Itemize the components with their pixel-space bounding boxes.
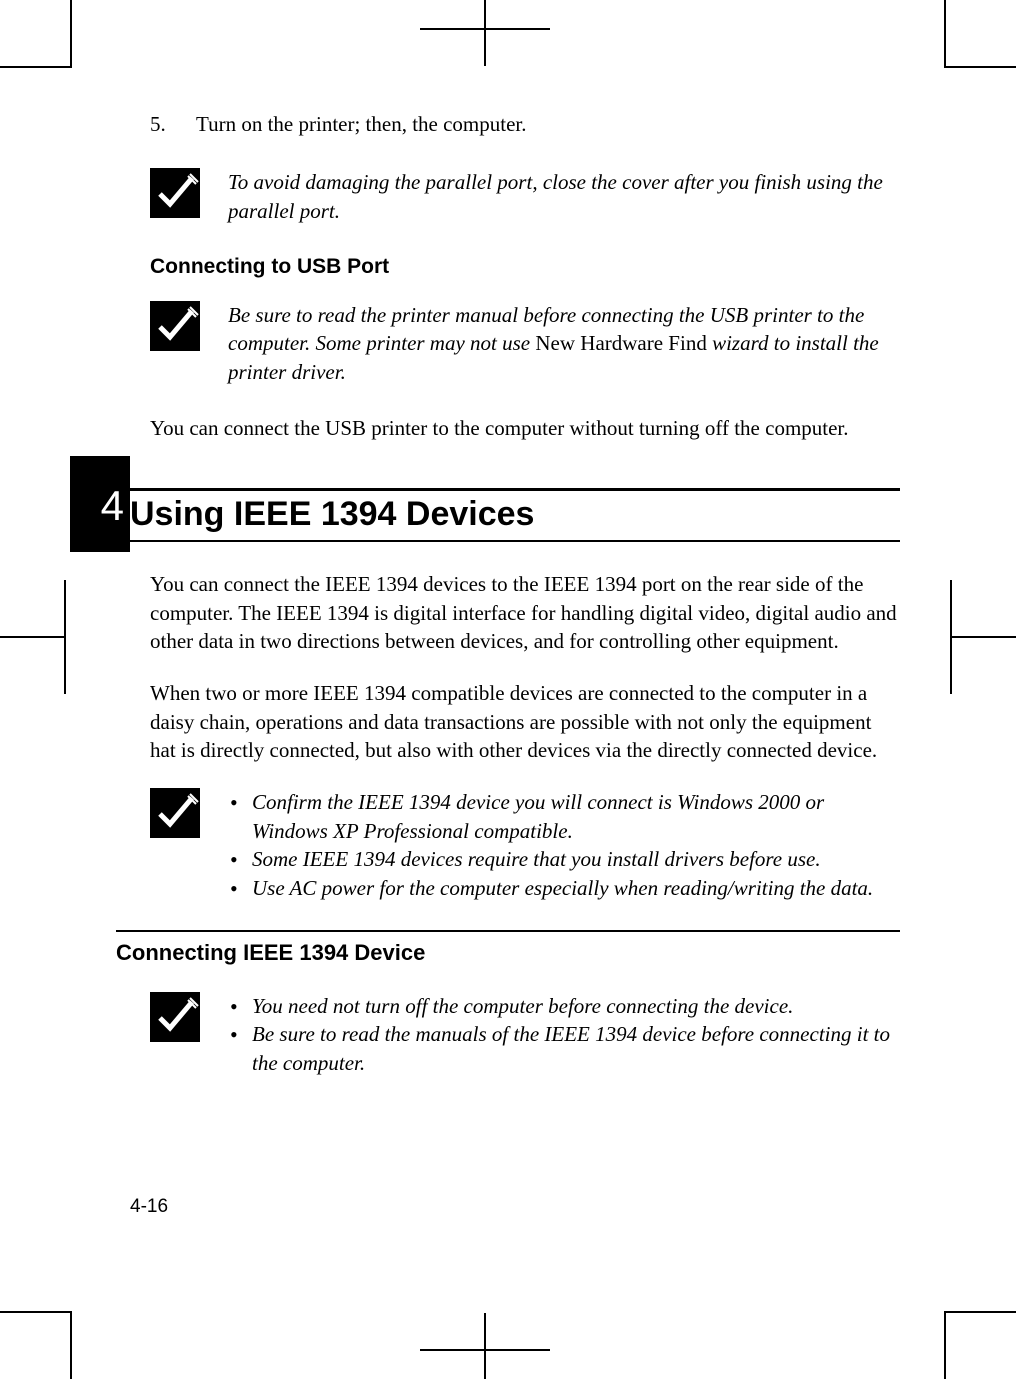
note-ieee-requirements: Confirm the IEEE 1394 device you will co… xyxy=(150,788,900,901)
note-roman: New Hardware Find xyxy=(535,331,706,355)
section-rule xyxy=(130,488,900,495)
step-text: Turn on the printer; then, the computer. xyxy=(196,110,900,138)
section-title: Using IEEE 1394 Devices xyxy=(130,495,900,542)
note-usb-printer: Be sure to read the printer manual befor… xyxy=(150,301,900,386)
note-text: Be sure to read the printer manual befor… xyxy=(228,301,900,386)
ieee-paragraph-2: When two or more IEEE 1394 compatible de… xyxy=(150,679,900,764)
subheading-usb: Connecting to USB Port xyxy=(150,255,900,279)
note-ieee-connect: You need not turn off the computer befor… xyxy=(150,992,900,1077)
checkmark-icon xyxy=(150,168,200,218)
usb-body-text: You can connect the USB printer to the c… xyxy=(150,414,900,442)
list-item: You need not turn off the computer befor… xyxy=(228,992,900,1020)
note-text: To avoid damaging the parallel port, clo… xyxy=(228,168,900,225)
step-row: 5. Turn on the printer; then, the comput… xyxy=(150,110,900,138)
chapter-number: 4 xyxy=(101,482,124,530)
checkmark-icon xyxy=(150,992,200,1042)
list-item: Confirm the IEEE 1394 device you will co… xyxy=(228,788,900,845)
page-number: 4-16 xyxy=(130,1196,168,1218)
list-item: Use AC power for the computer especially… xyxy=(228,874,900,902)
checkmark-icon xyxy=(150,788,200,838)
note-parallel-port: To avoid damaging the parallel port, clo… xyxy=(150,168,900,225)
list-item: Be sure to read the manuals of the IEEE … xyxy=(228,1020,900,1077)
subheading-rule xyxy=(116,930,900,932)
page-content: 5. Turn on the printer; then, the comput… xyxy=(150,110,900,1105)
note-list: You need not turn off the computer befor… xyxy=(228,992,900,1077)
list-item: Some IEEE 1394 devices require that you … xyxy=(228,845,900,873)
ieee-paragraph-1: You can connect the IEEE 1394 devices to… xyxy=(150,570,900,655)
subheading-connect: Connecting IEEE 1394 Device xyxy=(116,940,900,966)
step-number: 5. xyxy=(150,110,196,138)
chapter-tab: 4 xyxy=(70,456,130,552)
note-list: Confirm the IEEE 1394 device you will co… xyxy=(228,788,900,901)
checkmark-icon xyxy=(150,301,200,351)
